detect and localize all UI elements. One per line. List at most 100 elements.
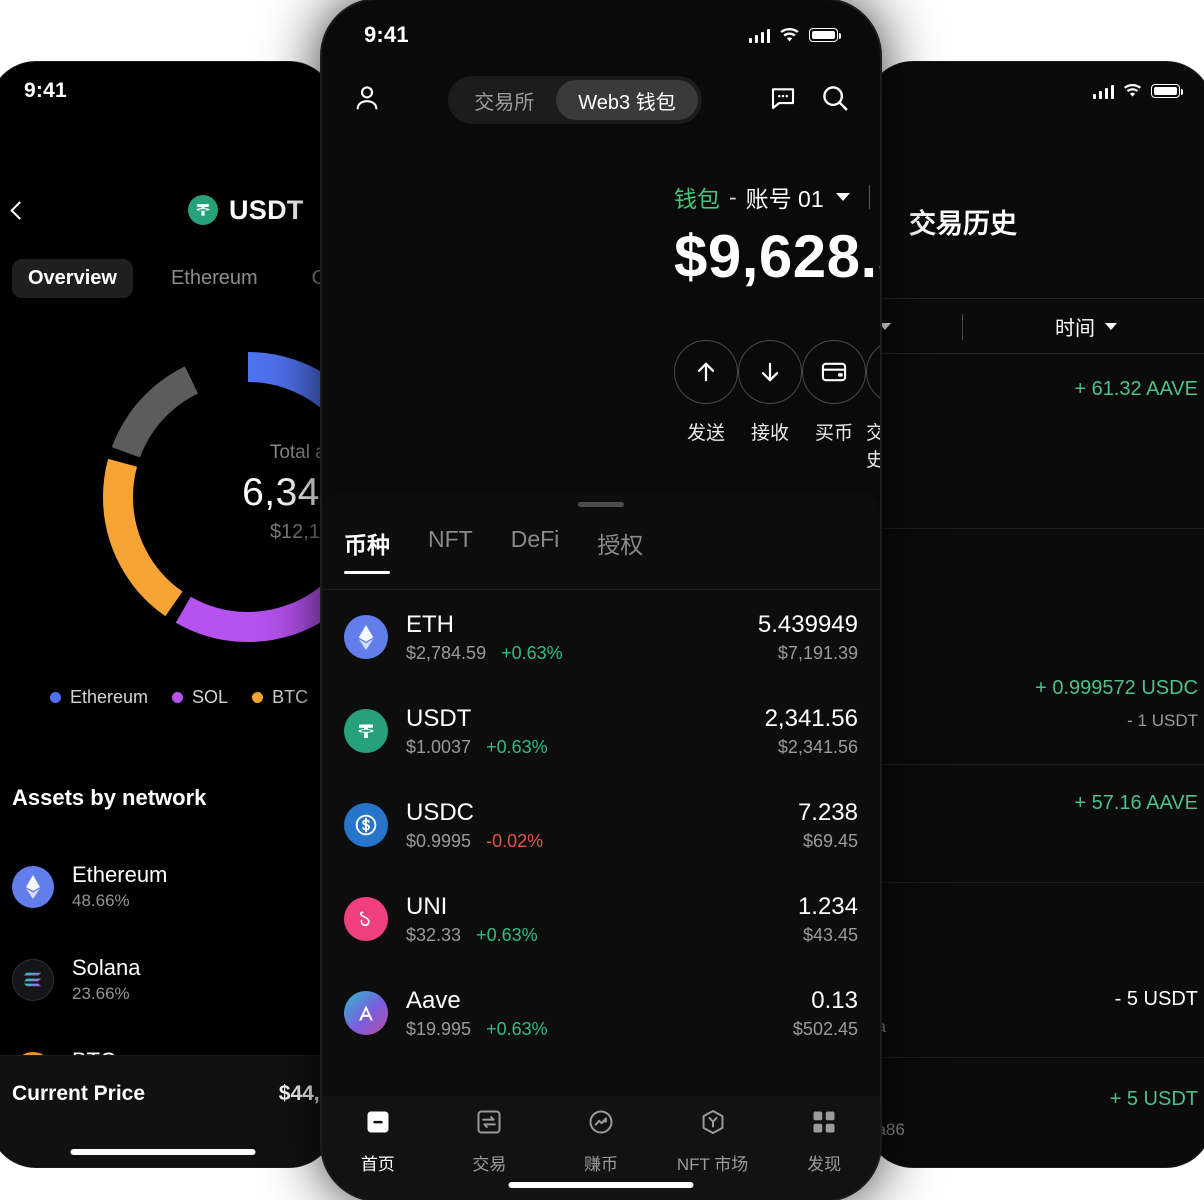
asset-tab-bar: 币种 NFT DeFi 授权 — [344, 526, 880, 574]
token-row-usdt[interactable]: USDT $1.0037 +0.63% 2,341.56 $2,341.56 — [344, 684, 858, 778]
chat-icon[interactable] — [768, 83, 798, 118]
token-amount: 2,341.56 — [764, 704, 858, 732]
token-row-usdc[interactable]: USDC $0.9995 -0.02% 7.238 $69.45 — [344, 778, 858, 872]
uniswap-icon — [344, 897, 388, 941]
document-icon — [866, 340, 880, 404]
nav-label: 赚币 — [583, 1155, 618, 1174]
exchange-icon — [475, 1108, 503, 1141]
assets-sheet: 币种 NFT DeFi 授权 ETH $2,784.59 — [322, 492, 880, 1200]
token-amount: 0.13 — [811, 986, 858, 1014]
transaction-row[interactable]: C + 0.999572 USDC - 1 USDT — [867, 529, 1204, 765]
aave-icon — [344, 991, 388, 1035]
legend-dot-icon — [172, 692, 184, 703]
action-label: 发送 — [686, 423, 725, 444]
solana-icon — [12, 958, 54, 1001]
token-price: $32.33 — [406, 924, 462, 945]
action-buy[interactable]: 买币 — [802, 340, 866, 472]
token-symbol: USDC — [406, 798, 475, 826]
assets-by-network-title: Assets by network — [12, 785, 207, 810]
account-name: 账号 01 — [745, 186, 824, 212]
discover-icon — [810, 1108, 838, 1141]
status-icons — [1092, 84, 1184, 99]
token-value: $7,191.39 — [777, 642, 858, 663]
legend-label: BTC — [272, 687, 309, 707]
cellular-signal-icon — [1092, 84, 1114, 99]
tab-tokens[interactable]: 币种 — [344, 526, 390, 574]
segment-web3-wallet[interactable]: Web3 钱包 — [556, 80, 698, 120]
chevron-down-icon[interactable] — [879, 323, 891, 330]
token-symbol: USDT — [406, 704, 472, 732]
donut-label: Total assets — [269, 442, 335, 463]
ethereum-icon — [344, 615, 388, 659]
token-row-uni[interactable]: UNI $32.33 +0.63% 1.234 $43.45 — [344, 872, 858, 966]
coin-title: USDT — [229, 194, 304, 225]
token-row-aave[interactable]: Aave $19.995 +0.63% 0.13 $502.45 — [344, 966, 858, 1060]
assets-by-network-list: Ethereum 48.66% Solana 23.66% — [12, 840, 335, 1119]
token-value: $69.45 — [802, 830, 858, 851]
home-icon — [364, 1108, 392, 1141]
nav-label: 交易 — [472, 1155, 507, 1174]
tab-approvals[interactable]: 授权 — [597, 532, 644, 558]
legend-label: Ethereum — [70, 687, 149, 707]
tab-nft[interactable]: NFT — [428, 526, 473, 552]
token-price: $19.995 — [406, 1018, 472, 1039]
action-label: 交易历史 — [866, 423, 880, 471]
nft-icon — [699, 1108, 727, 1141]
transaction-row[interactable]: + 57.16 AAVE — [867, 765, 1204, 883]
sheet-grabber[interactable] — [578, 502, 624, 507]
nav-item-earn[interactable]: 赚币 — [545, 1108, 657, 1175]
back-button[interactable] — [0, 200, 48, 220]
center-status-bar: 9:41 — [322, 0, 880, 70]
left-status-bar: 9:41 — [0, 62, 335, 120]
nav-item-discover[interactable]: 发现 — [768, 1108, 880, 1175]
action-receive[interactable]: 接收 — [738, 340, 802, 472]
network-name: Solana — [72, 955, 141, 980]
transaction-secondary-amount: - 1 USDT — [1127, 711, 1198, 730]
account-selector[interactable]: 钱包 - 账号 01 — [674, 180, 880, 214]
chevron-down-icon — [835, 193, 850, 201]
legend-item-btc: BTC — [252, 687, 308, 708]
home-indicator — [70, 1149, 255, 1155]
wallet-top-bar: 交易所 Web3 钱包 — [322, 72, 880, 128]
tab-overview[interactable]: Overview — [12, 258, 133, 298]
token-change: +0.63% — [501, 642, 563, 663]
time-filter-label: 时间 — [1055, 318, 1095, 340]
token-row-eth[interactable]: ETH $2,784.59 +0.63% 5.439949 $7,191.39 — [344, 590, 858, 684]
donut-segment-ethereum — [103, 352, 335, 642]
page-title: 交易历史 — [909, 209, 1017, 239]
nav-label: 发现 — [807, 1155, 842, 1174]
network-row-ethereum[interactable]: Ethereum 48.66% — [12, 840, 335, 933]
transaction-row[interactable]: - 5 USDT 0a — [867, 883, 1204, 1058]
cellular-signal-icon — [748, 28, 770, 43]
segment-exchange[interactable]: 交易所 — [474, 91, 535, 114]
legend-label: SOL — [192, 687, 229, 707]
person-icon[interactable] — [352, 83, 382, 118]
tab-ethereum[interactable]: Ethereum — [170, 266, 258, 289]
transaction-row[interactable]: + 5 USDT ba86 — [867, 1058, 1204, 1167]
token-price: $1.0037 — [406, 736, 472, 757]
action-history[interactable]: 交易历史 — [866, 340, 880, 472]
action-send[interactable]: 发送 — [674, 340, 738, 472]
donut-segment-btc — [103, 352, 335, 642]
transaction-amount: + 57.16 AAVE — [1074, 792, 1198, 814]
wallet-actions: 发送 接收 买币 交易 — [674, 340, 880, 472]
nav-item-home[interactable]: 首页 — [322, 1108, 434, 1175]
search-icon[interactable] — [820, 83, 850, 118]
network-row-solana[interactable]: Solana 23.66% — [12, 933, 335, 1026]
transaction-row[interactable]: + 61.32 AAVE ) — [867, 354, 1204, 529]
network-name: Ethereum — [72, 862, 168, 887]
status-icons — [748, 27, 842, 43]
wifi-icon — [1124, 84, 1141, 97]
donut-segment-sol — [103, 352, 335, 642]
top-right-icons — [768, 83, 850, 118]
tab-defi[interactable]: DeFi — [510, 526, 560, 552]
nav-item-nft-market[interactable]: NFT 市场 — [657, 1108, 769, 1175]
ethereum-icon — [12, 865, 54, 908]
time-filter[interactable]: 时间 — [1055, 312, 1117, 341]
wifi-icon — [780, 27, 799, 41]
left-tab-bar: Overview Ethereum O — [0, 258, 335, 298]
account-dash: - — [729, 183, 737, 210]
nav-item-trade[interactable]: 交易 — [434, 1108, 546, 1175]
current-price-label: Current Price — [12, 1082, 146, 1105]
token-change: +0.63% — [486, 736, 548, 757]
